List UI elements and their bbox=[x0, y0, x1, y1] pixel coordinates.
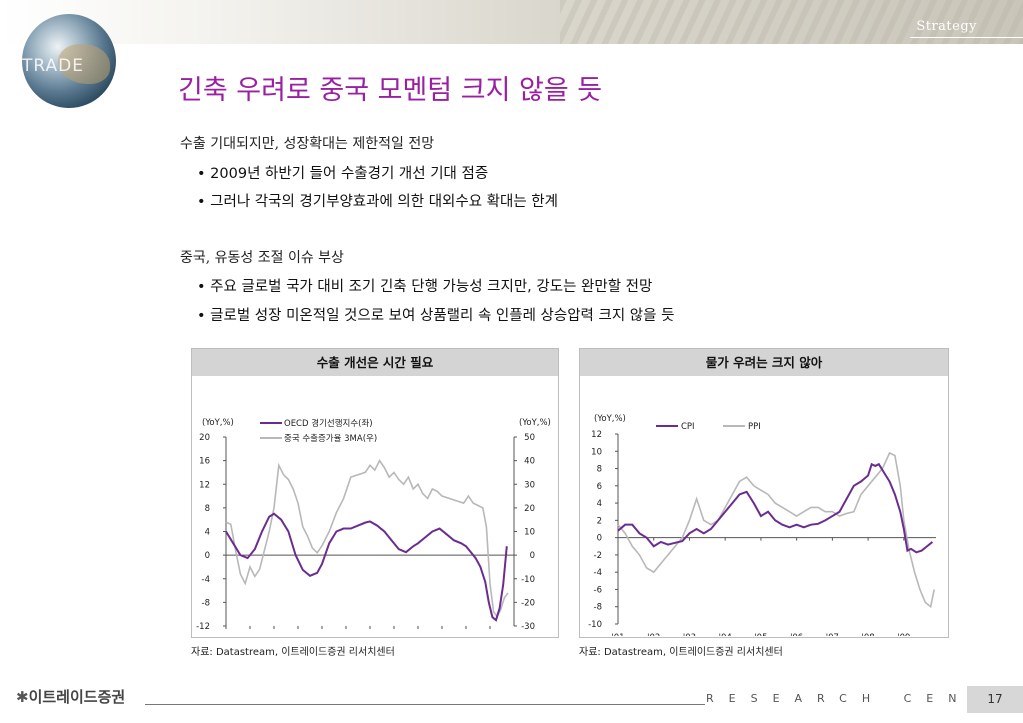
section-heading-2: 중국, 유동성 조절 이슈 부상 bbox=[180, 250, 344, 266]
y-tick-label: -8 bbox=[594, 603, 602, 613]
logo-text: TRADE bbox=[22, 56, 84, 76]
chart-exports-svg: (YoY,%) (YoY,%)201612840-4-8-125040302010… bbox=[196, 418, 551, 647]
y-tick-label: -2 bbox=[594, 551, 602, 561]
y-tick-label: -6 bbox=[594, 585, 602, 595]
y-tick-label-left: -4 bbox=[202, 575, 210, 585]
chart-title-exports: 수출 개선은 시간 필요 bbox=[192, 349, 558, 376]
y-tick-label-right: 40 bbox=[524, 457, 535, 467]
y-tick-label-right: 10 bbox=[524, 528, 535, 538]
y-tick-label-right: -10 bbox=[521, 575, 535, 585]
y-tick-label-left: -12 bbox=[196, 622, 210, 632]
brand-star-icon: ✱ bbox=[16, 688, 29, 706]
y-tick-label-left: 16 bbox=[199, 457, 210, 467]
bullet-1-1: 2009년 하반기 들어 수출경기 개선 기대 점증 bbox=[197, 162, 488, 183]
x-tick-label: '03 bbox=[683, 633, 696, 636]
series-line-oecd-cli bbox=[225, 512, 508, 622]
footer-divider bbox=[145, 704, 705, 705]
bullet-2-1: 주요 글로벌 국가 대비 조기 긴축 단행 가능성 크지만, 강도는 완만할 전… bbox=[197, 275, 652, 296]
y-tick-label: 4 bbox=[597, 499, 602, 509]
chart-title-inflation: 물가 우려는 크지 않아 bbox=[580, 349, 948, 376]
x-tick-label: '07 bbox=[826, 633, 839, 636]
x-tick-label: '04 bbox=[719, 633, 732, 636]
y-tick-label: 12 bbox=[591, 430, 602, 440]
globe-logo-icon bbox=[22, 14, 116, 108]
x-tick-label: '05 bbox=[754, 633, 767, 636]
x-tick-label: '01 bbox=[611, 633, 624, 636]
section-heading-1: 수출 기대되지만, 성장확대는 제한적일 전망 bbox=[180, 136, 435, 152]
section-label: Strategy bbox=[916, 19, 977, 34]
y-tick-label-right: 0 bbox=[530, 551, 535, 561]
bullet-1-2: 그러나 각국의 경기부양효과에 의한 대외수요 확대는 한계 bbox=[197, 190, 558, 211]
x-tick-label: '06 bbox=[790, 633, 803, 636]
chart-panel-exports: 수출 개선은 시간 필요 (YoY,%) (YoY,%) 20 16 12 8 4 0 -4 -8… bbox=[191, 348, 559, 647]
header-banner bbox=[0, 0, 1023, 44]
legend-label-china-exports: 중국 수출증가율 3MA(우) bbox=[284, 433, 377, 444]
y-tick-label: -4 bbox=[594, 568, 602, 578]
y-tick-label-left: 0 bbox=[205, 551, 210, 561]
section-underline bbox=[910, 37, 1023, 38]
y-tick-label: -10 bbox=[588, 620, 602, 630]
series-line-ppi bbox=[617, 451, 935, 609]
series-line-cpi bbox=[617, 462, 934, 554]
y-tick-label: 10 bbox=[591, 447, 602, 457]
chart-source-exports: 자료: Datastream, 이트레이드증권 리서치센터 bbox=[191, 647, 395, 658]
y-tick-label: 6 bbox=[597, 482, 602, 492]
chart-inflation-svg: (YoY,%) 12 10 8 6 4 2 0 -2 -4 -6 -8 -10 '01 '02 '03 '04 '… bbox=[588, 414, 936, 643]
y-tick-label-left: 20 bbox=[199, 433, 210, 443]
world-map-texture bbox=[560, 0, 1023, 44]
y-tick-label-right: 50 bbox=[524, 433, 535, 443]
chart-source-inflation: 자료: Datastream, 이트레이드증권 리서치센터 bbox=[579, 647, 783, 658]
y-label-right: (YoY,%) bbox=[519, 418, 551, 428]
y-tick-label: 2 bbox=[597, 516, 602, 526]
y-tick-label-left: 8 bbox=[205, 504, 210, 514]
series-line-china-exports bbox=[225, 459, 509, 619]
y-tick-label-right: 30 bbox=[524, 480, 535, 490]
y-tick-label-right: -20 bbox=[521, 598, 535, 608]
legend-label-cpi: CPI bbox=[681, 422, 695, 432]
footer-company-logo: ✱이트레이드증권 bbox=[16, 686, 125, 707]
y-tick-label-right: -30 bbox=[521, 622, 535, 632]
bullet-2-2: 글로벌 성장 미온적일 것으로 보여 상품랠리 속 인플레 상승압력 크지 않을… bbox=[197, 304, 674, 325]
chart-panel-inflation: 물가 우려는 크지 않아 (YoY,%) 12 10 8 6 4 2 0 -2 -4 -6 -8 -10… bbox=[579, 348, 949, 643]
page-number: 17 bbox=[967, 686, 1023, 713]
y-label-left: (YoY,%) bbox=[202, 418, 234, 428]
y-tick-label-left: 12 bbox=[199, 480, 210, 490]
footer-research-center: RESEARCH CENTER bbox=[706, 692, 1023, 705]
legend-label-ppi: PPI bbox=[748, 422, 761, 432]
y-tick-label: 0 bbox=[597, 534, 602, 544]
y-label: (YoY,%) bbox=[594, 414, 626, 424]
y-tick-label-left: -8 bbox=[202, 598, 210, 608]
footer-brand-name: 이트레이드증권 bbox=[28, 688, 126, 706]
legend-label-oecd-cli: OECD 경기선행지수(좌) bbox=[284, 418, 373, 429]
x-tick-label: '09 bbox=[897, 633, 910, 636]
globe-land bbox=[58, 44, 110, 84]
y-tick-label-right: 20 bbox=[524, 504, 535, 514]
x-tick-label: '08 bbox=[862, 633, 875, 636]
x-tick-label: '02 bbox=[647, 633, 660, 636]
page-title: 긴축 우려로 중국 모멘텀 크지 않을 듯 bbox=[178, 75, 603, 106]
y-tick-label-left: 4 bbox=[205, 528, 210, 538]
y-tick-label: 8 bbox=[597, 465, 602, 475]
